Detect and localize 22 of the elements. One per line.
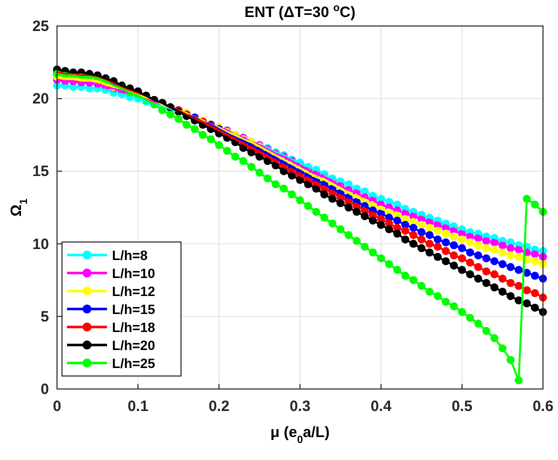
y-tick-label: 0 <box>40 381 49 398</box>
y-tick-label: 10 <box>32 236 49 253</box>
legend-label: L/h=20 <box>112 338 156 353</box>
x-tick-label: 0.6 <box>532 398 554 415</box>
y-tick-label: 15 <box>32 163 49 180</box>
y-tick-label: 25 <box>32 18 49 35</box>
x-tick-label: 0 <box>52 398 62 415</box>
chart-title: ENT (ΔT=30 $^{o}$C) <box>244 2 356 21</box>
y-tick-label: 20 <box>32 90 49 108</box>
x-tick-label: 0.5 <box>452 398 472 415</box>
legend-label: L/h=18 <box>112 320 156 335</box>
x-axis-title: μ (e$_{0}$a/L) <box>270 424 330 446</box>
x-tick-label: 0.2 <box>208 398 230 415</box>
legend-label: L/h=8 <box>112 248 148 263</box>
legend-label: L/h=10 <box>112 266 156 281</box>
legend-label: L/h=25 <box>112 356 156 371</box>
x-tick-label: 0.1 <box>128 398 148 415</box>
x-tick-label: 0.3 <box>290 398 310 415</box>
x-tick-label: 0.4 <box>370 398 392 415</box>
legend-label: L/h=12 <box>112 284 156 299</box>
y-tick-label: 5 <box>40 308 49 326</box>
legend-label: L/h=15 <box>112 302 156 317</box>
